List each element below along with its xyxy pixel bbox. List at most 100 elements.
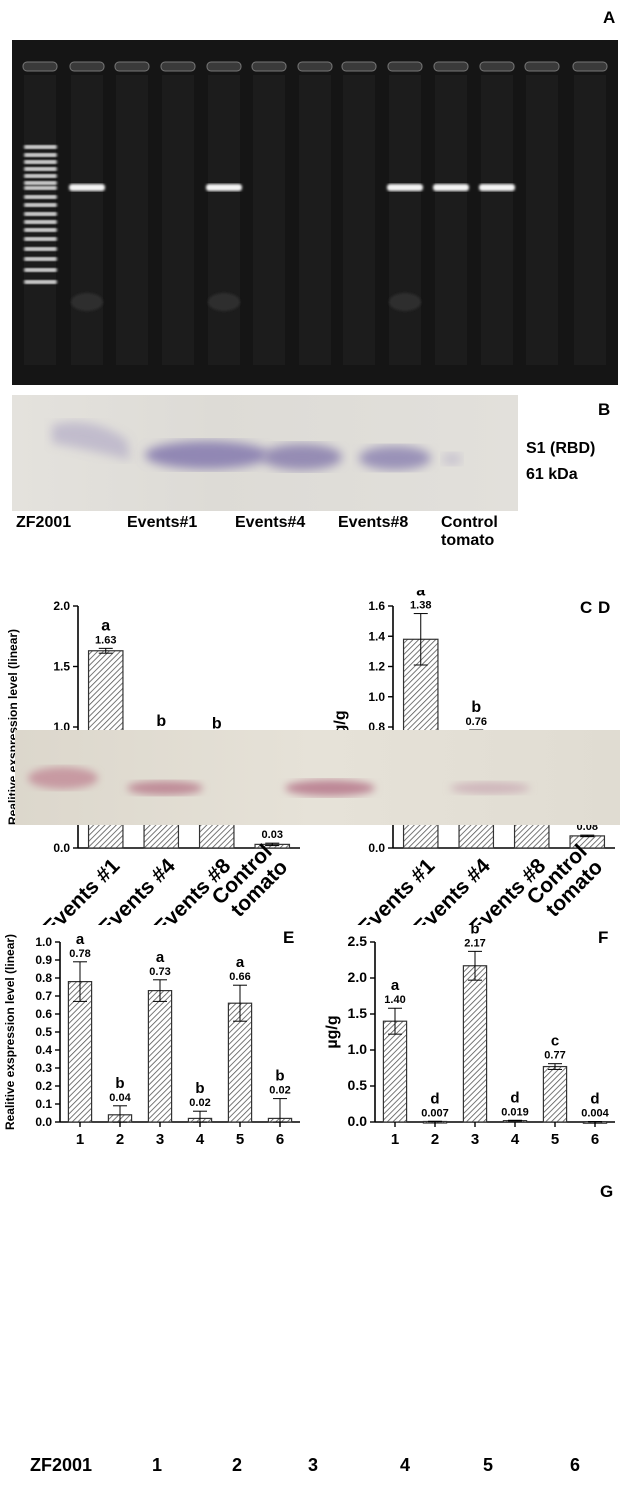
ladder-band [24, 280, 57, 284]
gel-well [22, 61, 58, 72]
wb-b-lane-zf2001: ZF2001 [16, 514, 72, 531]
gel-well [433, 61, 469, 72]
y-tick-label: 0.5 [35, 1025, 52, 1039]
gel-well [572, 61, 608, 72]
data-label: 0.77 [544, 1050, 565, 1062]
band-events4 [262, 444, 342, 470]
y-axis-label: Realitive exspression level (linear) [3, 934, 17, 1130]
significance-letter: b [212, 715, 222, 732]
y-tick-label: 0.6 [35, 1007, 52, 1021]
ladder-band [24, 237, 57, 241]
x-tick-label: 2 [116, 1131, 124, 1148]
gel-lane [253, 75, 285, 365]
significance-letter: a [76, 931, 85, 948]
gel-well [69, 61, 105, 72]
x-tick-label: Controltomato [523, 840, 608, 925]
x-tick-label: 3 [156, 1131, 164, 1148]
ladder-band [24, 247, 57, 251]
gel-well [479, 61, 515, 72]
data-label: 0.019 [501, 1106, 529, 1118]
wb-g-lane-zf2001: ZF2001 [30, 1455, 93, 1475]
wb-b-lane-events8: Events#8 [338, 514, 409, 531]
gel-well [341, 61, 377, 72]
wb-g-lane-3: 3 [308, 1455, 319, 1475]
data-label: 0.004 [581, 1108, 609, 1120]
wb-g-lane-5: 5 [483, 1455, 494, 1475]
chart-f: 0.00.51.01.52.02.5µg/g1.40a10.007d22.17b… [324, 922, 615, 1148]
y-tick-label: 0.7 [35, 989, 52, 1003]
gel-well [524, 61, 560, 72]
western-blot-g [15, 730, 620, 825]
significance-letter: d [510, 1089, 519, 1106]
significance-letter: a [156, 949, 165, 966]
wb-b-lane-control: Control tomato [441, 514, 498, 549]
gel-lane [389, 75, 421, 365]
significance-letter: a [236, 954, 245, 971]
gel-lane [299, 75, 331, 365]
ladder-band [24, 203, 57, 207]
x-tick-label: 1 [391, 1131, 399, 1148]
ladder-band [24, 167, 57, 171]
y-tick-label: 0.8 [35, 971, 52, 985]
gel-well [297, 61, 333, 72]
western-blot-b-svg [52, 422, 462, 470]
ladder-band [24, 160, 57, 164]
ladder-band [24, 153, 57, 157]
significance-letter: a [391, 977, 400, 994]
y-tick-label: 0.0 [368, 841, 385, 855]
x-tick-label: 3 [471, 1131, 479, 1148]
data-label: 0.02 [269, 1085, 290, 1097]
y-tick-label: 0.0 [348, 1113, 368, 1129]
data-label: 0.03 [262, 829, 283, 841]
ladder-band [24, 220, 57, 224]
primer-dimer-smear [71, 293, 103, 311]
western-blot-b [12, 395, 518, 511]
y-tick-label: 1.2 [368, 660, 385, 674]
x-tick-label: 1 [76, 1131, 84, 1148]
x-tick-label: 5 [551, 1131, 559, 1148]
y-tick-label: 0.0 [35, 1115, 52, 1129]
y-tick-label: 2.0 [348, 969, 368, 985]
x-tick-label: 6 [276, 1131, 284, 1148]
band-zf2001 [52, 422, 130, 460]
x-tick-label: 4 [511, 1131, 520, 1148]
ladder-band [24, 195, 57, 199]
data-label: 0.73 [149, 966, 170, 978]
significance-letter: d [430, 1090, 439, 1107]
ladder-band [24, 174, 57, 178]
gel-well [387, 61, 423, 72]
panel-label-f: F [598, 928, 609, 947]
bar [462, 965, 488, 1123]
wb-b-lane-events4: Events#4 [235, 514, 306, 531]
western-blot-g-svg [28, 767, 530, 796]
panel-label-c: C [580, 598, 593, 617]
gel-band [206, 184, 242, 191]
gel-lane [162, 75, 194, 365]
data-label: 1.38 [410, 600, 431, 612]
data-label: 2.17 [464, 937, 485, 949]
y-tick-label: 1.0 [348, 1041, 368, 1057]
y-tick-label: 1.5 [348, 1005, 368, 1021]
x-tick-label: 2 [431, 1131, 439, 1148]
significance-letter: b [470, 922, 479, 937]
ladder-band [24, 212, 57, 216]
panel-label-d: D [598, 598, 611, 617]
y-tick-label: 1.6 [368, 599, 385, 613]
gel-lane [435, 75, 467, 365]
marker-size: 61 kDa [526, 466, 578, 483]
data-label: 1.63 [95, 634, 116, 646]
wb-b-lane-events1: Events#1 [127, 514, 198, 531]
gel-lane [208, 75, 240, 365]
y-tick-label: 2.5 [348, 933, 368, 949]
agarose-gel-image [12, 40, 618, 385]
gel-svg [22, 61, 608, 365]
y-tick-label: 0.2 [35, 1079, 52, 1093]
panel-label-b: B [598, 400, 611, 419]
significance-letter: d [590, 1091, 599, 1108]
data-label: 0.66 [229, 971, 250, 983]
significance-letter: a [416, 590, 425, 600]
gel-band [69, 184, 105, 191]
data-label: 0.04 [109, 1092, 131, 1104]
gel-lane [116, 75, 148, 365]
primer-dimer-smear [208, 293, 240, 311]
